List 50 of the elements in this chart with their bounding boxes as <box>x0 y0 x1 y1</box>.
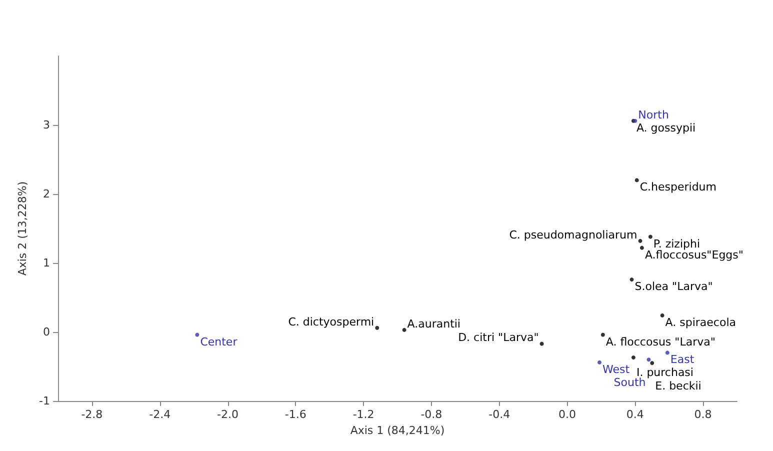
x-tick-label: 0.0 <box>558 408 576 421</box>
point <box>640 246 644 250</box>
x-tick-label: -0.4 <box>488 408 510 421</box>
y-tick-label: 1 <box>43 256 50 270</box>
annotation: A. floccosus "Larva" <box>606 335 716 348</box>
annotation: D. citri "Larva" <box>458 331 539 344</box>
point <box>660 313 664 318</box>
annotation: South <box>614 376 646 390</box>
annotation: P. ziziphi <box>653 237 700 250</box>
x-tick-label: 0.8 <box>694 408 712 421</box>
annotation: C.hesperidum <box>640 180 717 194</box>
annotation: West <box>602 362 630 376</box>
y-tick-label: 3 <box>43 118 50 132</box>
point <box>598 360 602 364</box>
point <box>540 342 544 346</box>
annotation: East <box>670 353 695 366</box>
annotation: C. dictyospermi <box>288 315 374 328</box>
annotation: A. gossypii <box>636 121 696 134</box>
point <box>646 358 651 362</box>
x-tick-label: -2.4 <box>149 408 171 421</box>
point <box>665 350 670 355</box>
point <box>402 328 406 332</box>
annotation: S.olea "Larva" <box>634 280 713 294</box>
point <box>634 178 639 182</box>
x-tick-label: -2.0 <box>217 408 238 421</box>
annotation: C. pseudomagnoliarum <box>509 228 638 242</box>
y-tick-label: 2 <box>43 188 50 200</box>
x-tick-label: -2.8 <box>81 408 103 421</box>
y-tick-label: 0 <box>43 326 50 338</box>
x-tick-label: -1.2 <box>352 408 374 421</box>
x-tick-label: 0.4 <box>626 408 644 421</box>
annotation: A.floccosus"Eggs" <box>644 248 744 262</box>
point <box>638 238 642 243</box>
point <box>375 326 380 330</box>
point <box>600 332 605 337</box>
y-tick-label: -1 <box>39 394 50 408</box>
x-axis-title: Axis 1 (84,241%) <box>350 424 445 437</box>
point <box>650 361 654 366</box>
annotation: Center <box>200 335 238 348</box>
point <box>648 234 652 239</box>
annotation: A.aurantii <box>407 317 460 330</box>
x-tick-label: -1.6 <box>284 408 306 421</box>
y-axis-title: Axis 2 (13,228%) <box>16 181 29 276</box>
annotation: North <box>638 108 669 122</box>
annotation: E. beckii <box>655 380 702 393</box>
x-tick-label: -0.8 <box>420 408 442 421</box>
point <box>630 278 634 282</box>
point <box>195 332 200 337</box>
point <box>631 356 636 360</box>
annotation: A. spiraecola <box>665 316 736 329</box>
